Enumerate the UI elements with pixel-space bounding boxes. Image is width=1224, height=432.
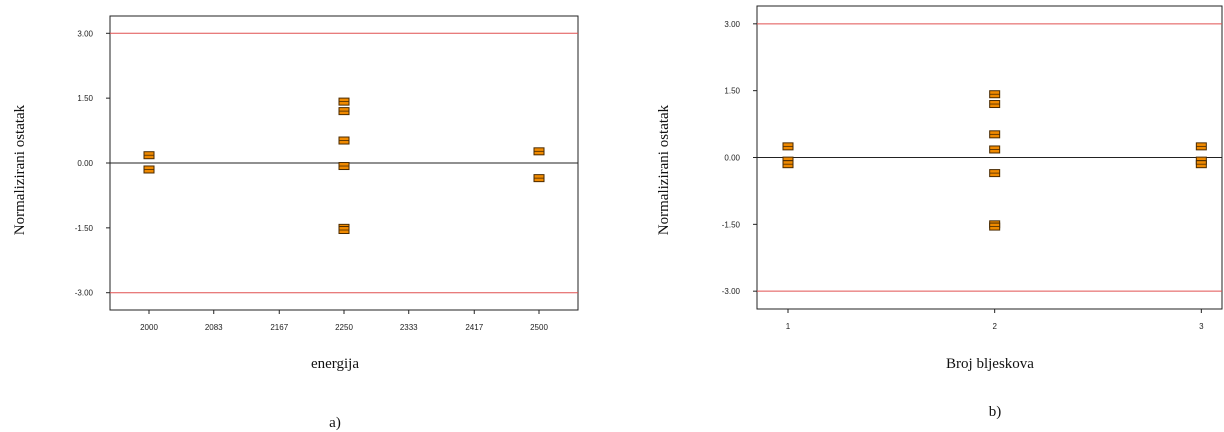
data-point: [989, 90, 1001, 99]
y-tick-label: 0.00: [77, 159, 93, 168]
y-tick-label: -1.50: [75, 224, 94, 233]
y-tick-label: 1.50: [77, 94, 93, 103]
data-point: [533, 174, 545, 183]
data-point: [338, 162, 350, 171]
data-point: [1195, 160, 1207, 169]
y-tick-label: 0.00: [724, 154, 740, 163]
panel-label: b): [989, 404, 1002, 420]
data-point: [338, 226, 350, 235]
data-point: [143, 151, 155, 160]
x-tick-label: 1: [786, 322, 791, 331]
chart-panel-b: 3.00 1.50 0.00 -1.50 -3.00 1 2 3 Broj bljeskova N…: [656, 5, 1223, 420]
y-tick-label: -3.00: [75, 289, 94, 298]
x-tick-label: 2167: [270, 323, 288, 332]
data-point: [989, 145, 1001, 154]
data-point: [989, 169, 1001, 178]
y-tick-label: 3.00: [724, 20, 740, 29]
data-point: [989, 100, 1001, 109]
data-point: [782, 160, 794, 169]
data-point: [338, 136, 350, 145]
x-tick-label: 2250: [335, 323, 353, 332]
data-point: [1195, 142, 1207, 151]
panel-label: a): [329, 415, 341, 431]
y-axis-label: Normalizirani ostatak: [656, 104, 672, 235]
data-point: [989, 130, 1001, 139]
x-tick-label: 2333: [400, 323, 418, 332]
data-point: [338, 107, 350, 116]
data-point: [533, 147, 545, 156]
x-tick-label: 2500: [530, 323, 548, 332]
data-point: [338, 97, 350, 106]
chart-panel-a: 3.00 1.50 0.00 -1.50 -3.00 2000 2083 2167 2250 23…: [12, 15, 579, 431]
y-tick-label: 1.50: [724, 87, 740, 96]
data-point: [989, 222, 1001, 231]
x-tick-label: 2000: [140, 323, 158, 332]
x-tick-label: 2083: [205, 323, 223, 332]
x-tick-label: 2: [992, 322, 997, 331]
x-tick-label: 2417: [465, 323, 483, 332]
y-axis-label: Normalizirani ostatak: [12, 104, 28, 235]
x-tick-label: 3: [1199, 322, 1204, 331]
y-tick-label: -1.50: [722, 220, 741, 229]
data-point: [143, 165, 155, 174]
x-axis-label: energija: [311, 356, 359, 372]
data-point: [782, 142, 794, 151]
y-tick-label: -3.00: [722, 287, 741, 296]
y-tick-label: 3.00: [77, 29, 93, 38]
x-axis-label: Broj bljeskova: [946, 356, 1034, 372]
